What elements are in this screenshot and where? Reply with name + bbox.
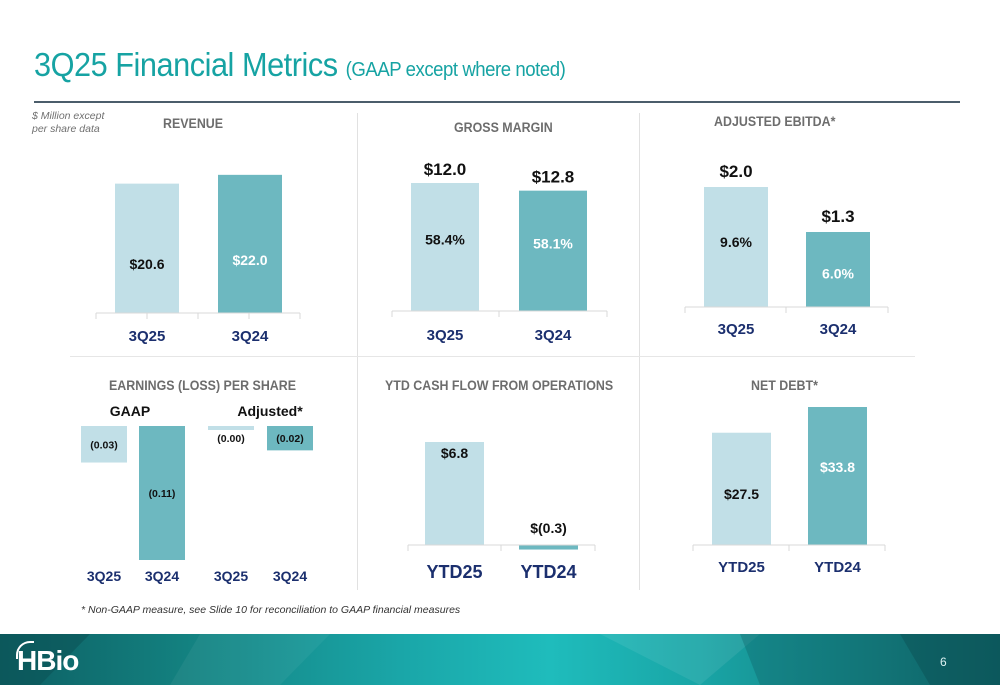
ebitda-category-3Q24: 3Q24	[820, 321, 857, 338]
panel-title-cash-flow: YTD CASH FLOW FROM OPERATIONS	[385, 378, 614, 393]
ebitda-pct-3Q25: 9.6%	[720, 234, 752, 250]
ebitda-category-3Q25: 3Q25	[718, 321, 755, 338]
page-title: 3Q25 Financial Metrics (GAAP except wher…	[34, 46, 566, 84]
panel-title-revenue: REVENUE	[163, 116, 224, 131]
page-number: 6	[940, 655, 947, 669]
net-debt-value-YTD25: $27.5	[724, 486, 759, 502]
panel-title-adjusted-ebitda: ADJUSTED EBITDA*	[714, 114, 836, 129]
footer-banner	[0, 634, 1000, 685]
eps-bar-adjusted-3Q24	[267, 426, 313, 451]
eps-bar-gaap-3Q25	[81, 426, 127, 463]
title-main: 3Q25 Financial Metrics	[34, 46, 338, 83]
eps-value-gaap-3Q24: (0.11)	[149, 488, 176, 500]
revenue-category-3Q25: 3Q25	[129, 328, 166, 345]
cash-flow-category-YTD25: YTD25	[426, 562, 482, 582]
hbio-logo: HBio	[17, 645, 79, 676]
ebitda-pct-3Q24: 6.0%	[822, 266, 854, 282]
gross-margin-category-3Q24: 3Q24	[535, 327, 572, 344]
gross-margin-pct-3Q25: 58.4%	[425, 231, 465, 247]
gross-margin-bar-3Q24	[519, 190, 587, 311]
eps-category-gaap-3Q24: 3Q24	[145, 568, 179, 584]
eps-value-adjusted-3Q24: (0.02)	[276, 433, 303, 445]
header-rule	[34, 101, 960, 103]
eps-value-gaap-3Q25: (0.03)	[90, 439, 117, 451]
panel-title-eps: EARNINGS (LOSS) PER SHARE	[109, 378, 297, 393]
net-debt-value-YTD24: $33.8	[820, 459, 855, 475]
gross-margin-bar-3Q25	[411, 183, 479, 311]
panel-divider-vertical-2	[639, 113, 640, 590]
revenue-bar-3Q24	[218, 174, 282, 313]
title-subtitle: (GAAP except where noted)	[345, 59, 566, 81]
eps-category-adjusted-3Q25: 3Q25	[214, 568, 248, 584]
logo-arc-icon	[16, 641, 34, 659]
gross-margin-value-3Q24: $12.8	[532, 168, 575, 187]
footer-pattern	[0, 634, 1000, 685]
net-debt-bar-YTD24	[808, 407, 867, 545]
eps-bar-gaap-3Q24	[139, 426, 185, 560]
footnote: * Non-GAAP measure, see Slide 10 for rec…	[81, 604, 461, 616]
gross-margin-category-3Q25: 3Q25	[427, 327, 464, 344]
eps-group-label-adjusted: Adjusted*	[237, 403, 303, 419]
revenue-bar-3Q25	[115, 183, 179, 313]
ebitda-bar-3Q24	[806, 232, 870, 307]
units-line-2: per share data	[32, 123, 100, 135]
panel-divider-horizontal	[70, 356, 915, 357]
eps-value-adjusted-3Q25: (0.00)	[217, 433, 244, 445]
net-debt-category-YTD24: YTD24	[814, 559, 861, 576]
net-debt-category-YTD25: YTD25	[718, 559, 765, 576]
eps-bar-adjusted-3Q25	[208, 426, 254, 430]
net-debt-bar-YTD25	[712, 432, 771, 545]
cash-flow-value-YTD24: $(0.3)	[530, 520, 567, 536]
gross-margin-pct-3Q24: 58.1%	[533, 235, 573, 251]
cash-flow-bar-YTD24	[519, 545, 578, 550]
ebitda-bar-3Q25	[704, 187, 768, 307]
ebitda-value-3Q25: $2.0	[719, 162, 752, 181]
eps-category-adjusted-3Q24: 3Q24	[273, 568, 307, 584]
units-line-1: $ Million except	[32, 110, 105, 122]
panel-divider-vertical-1	[357, 113, 358, 590]
cash-flow-bar-YTD25	[425, 442, 484, 545]
revenue-category-3Q24: 3Q24	[232, 328, 269, 345]
cash-flow-category-YTD24: YTD24	[520, 562, 576, 582]
units-note: $ Million except per share data	[32, 110, 104, 136]
panel-title-net-debt: NET DEBT*	[751, 378, 818, 393]
cash-flow-value-YTD25: $6.8	[441, 445, 468, 461]
revenue-value-label-3Q25: $20.6	[129, 256, 164, 272]
revenue-value-label-3Q24: $22.0	[232, 252, 267, 268]
gross-margin-value-3Q25: $12.0	[424, 160, 467, 179]
eps-group-label-gaap: GAAP	[110, 403, 150, 419]
ebitda-value-3Q24: $1.3	[821, 207, 854, 226]
panel-title-gross-margin: GROSS MARGIN	[454, 120, 553, 135]
eps-category-gaap-3Q25: 3Q25	[87, 568, 121, 584]
